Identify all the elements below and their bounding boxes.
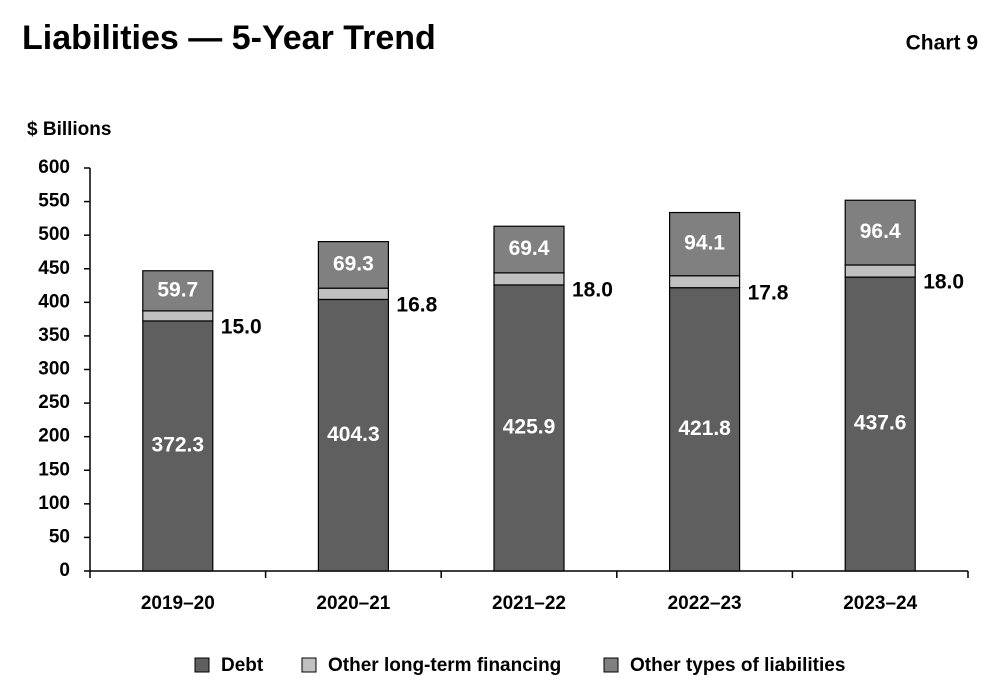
legend-swatch bbox=[301, 657, 317, 673]
y-tick-label: 450 bbox=[38, 258, 70, 279]
y-tick-label: 50 bbox=[49, 526, 70, 547]
legend-label: Other long-term financing bbox=[328, 655, 561, 676]
value-label: 16.8 bbox=[396, 293, 437, 316]
y-tick-label: 350 bbox=[38, 325, 70, 346]
y-tick-label: 100 bbox=[38, 493, 70, 514]
value-label: 69.3 bbox=[333, 252, 374, 275]
x-tick-label: 2023–24 bbox=[843, 593, 917, 614]
bar-segment bbox=[317, 241, 389, 289]
bar-segment bbox=[317, 287, 389, 301]
bar-segment bbox=[668, 275, 741, 289]
legend-swatch bbox=[603, 657, 619, 673]
bar-segment bbox=[844, 199, 916, 266]
x-tick-label: 2019–20 bbox=[141, 593, 215, 614]
bar-segment bbox=[844, 276, 916, 572]
chart-number: Chart 9 bbox=[906, 32, 978, 55]
x-tick-label: 2022–23 bbox=[668, 593, 742, 614]
chart-title: Liabilities — 5-Year Trend bbox=[22, 19, 436, 57]
x-tick-label: 2021–22 bbox=[492, 593, 566, 614]
legend-label: Debt bbox=[221, 655, 264, 676]
value-label: 437.6 bbox=[854, 412, 907, 435]
bar-segment bbox=[668, 287, 741, 572]
value-label: 96.4 bbox=[860, 220, 901, 243]
y-tick-label: 300 bbox=[38, 359, 70, 380]
y-tick-label: 200 bbox=[38, 426, 70, 447]
value-label: 69.4 bbox=[509, 237, 550, 260]
value-label: 421.8 bbox=[678, 417, 731, 440]
y-tick-label: 550 bbox=[38, 191, 70, 212]
value-label: 18.0 bbox=[572, 278, 613, 301]
bar-segment bbox=[668, 211, 741, 277]
bar-segment bbox=[142, 320, 214, 572]
value-label: 18.0 bbox=[923, 271, 964, 294]
y-tick-label: 150 bbox=[38, 459, 70, 480]
y-tick-label: 400 bbox=[38, 291, 70, 312]
value-label: 15.0 bbox=[221, 315, 262, 338]
bar-segment bbox=[142, 310, 214, 322]
value-label: 17.8 bbox=[748, 281, 789, 304]
bar-segment bbox=[844, 264, 916, 278]
y-tick-label: 600 bbox=[38, 157, 70, 178]
bar-segment bbox=[493, 272, 565, 286]
value-label: 94.1 bbox=[684, 232, 725, 255]
bar-segment bbox=[493, 284, 565, 572]
value-label: 425.9 bbox=[503, 416, 556, 439]
legend-label: Other types of liabilities bbox=[630, 655, 845, 676]
y-tick-label: 250 bbox=[38, 392, 70, 413]
x-tick-label: 2020–21 bbox=[316, 593, 390, 614]
legend-swatch bbox=[194, 657, 210, 673]
value-label: 404.3 bbox=[327, 423, 380, 446]
value-label: 59.7 bbox=[157, 278, 198, 301]
y-axis-label: $ Billions bbox=[27, 119, 111, 140]
y-tick-label: 0 bbox=[59, 560, 70, 581]
bar-segment bbox=[493, 225, 565, 274]
bar-segment bbox=[142, 270, 214, 312]
value-label: 372.3 bbox=[152, 434, 205, 457]
y-tick-label: 500 bbox=[38, 224, 70, 245]
